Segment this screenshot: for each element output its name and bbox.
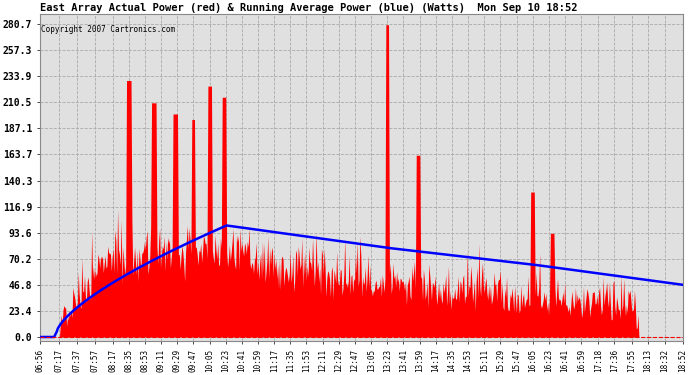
Text: East Array Actual Power (red) & Running Average Power (blue) (Watts)  Mon Sep 10: East Array Actual Power (red) & Running …: [40, 3, 578, 13]
Text: Copyright 2007 Cartronics.com: Copyright 2007 Cartronics.com: [41, 25, 175, 34]
